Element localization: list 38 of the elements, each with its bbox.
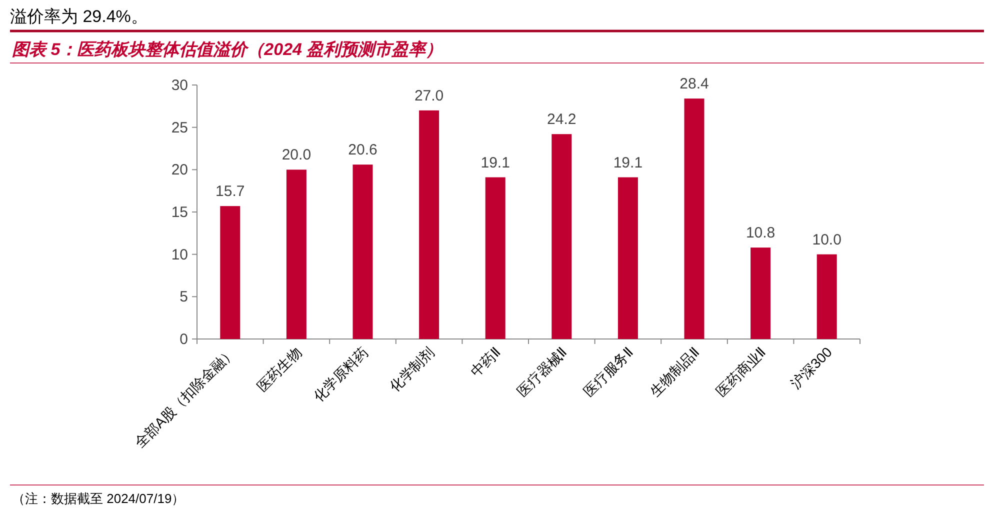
x-tick-label: 生物制品Ⅱ: [646, 344, 702, 400]
y-tick-label: 15: [171, 204, 188, 221]
bar: [552, 134, 572, 339]
bar: [684, 98, 704, 339]
bar: [352, 164, 373, 339]
x-tick-label: 化学原料药: [310, 344, 371, 405]
x-tick-label: 医疗器械Ⅱ: [514, 344, 570, 400]
text: （注：数据截至 2024/07/19）: [12, 491, 185, 506]
bar: [485, 177, 506, 339]
chart-title: 图表 5：医药板块整体估值溢价（2024 盈利预测市盈率）: [12, 40, 443, 59]
bar: [220, 206, 240, 339]
x-tick-label: 中药Ⅱ: [467, 344, 504, 380]
data-label: 19.1: [480, 154, 510, 172]
data-label: 10.8: [746, 224, 776, 242]
y-tick-label: 30: [171, 77, 188, 94]
data-label: 20.0: [282, 146, 312, 164]
x-tick-label: 医药商业Ⅱ: [712, 344, 769, 400]
data-label: 24.2: [547, 111, 576, 128]
data-label: 27.0: [414, 87, 444, 104]
data-label: 19.1: [613, 154, 643, 172]
x-tick-label: 医疗服务Ⅱ: [580, 344, 636, 400]
bar: [419, 110, 440, 339]
x-tick-label: 医药生物: [254, 344, 305, 395]
x-tick-label: 化学制剂: [386, 344, 438, 395]
bar: [286, 170, 306, 339]
bar: [750, 248, 771, 339]
text: 溢价率为 29.4%。: [10, 7, 148, 26]
bar: [816, 254, 837, 339]
y-tick-label: 20: [171, 162, 188, 179]
data-label: 10.0: [812, 231, 842, 248]
x-tick-label: 沪深300: [787, 344, 836, 392]
bar: [618, 177, 638, 339]
data-label: 15.7: [216, 183, 245, 200]
y-tick-label: 10: [171, 246, 188, 264]
y-tick-label: 25: [171, 119, 188, 136]
data-label: 28.4: [680, 76, 709, 93]
data-label: 20.6: [348, 142, 378, 159]
y-tick-label: 5: [180, 288, 188, 306]
